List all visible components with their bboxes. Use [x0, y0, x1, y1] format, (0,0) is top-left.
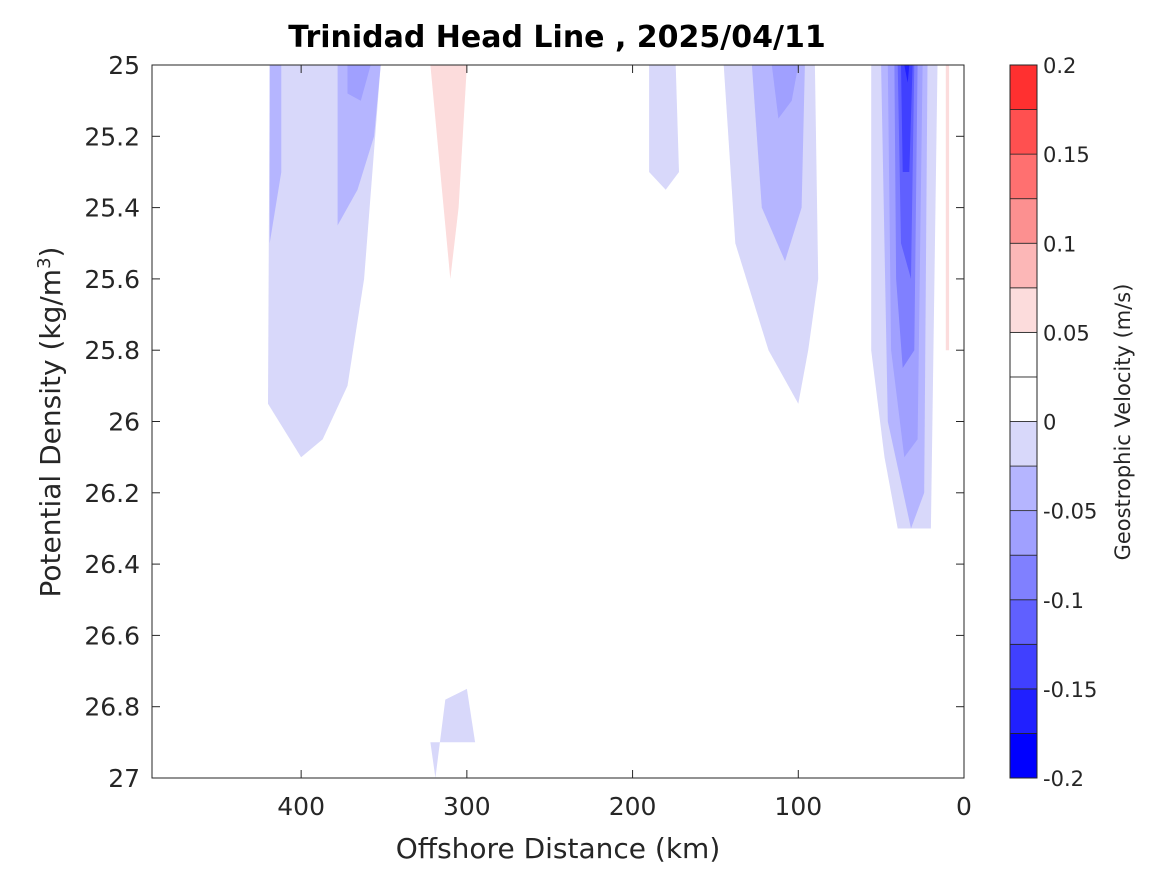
contour-region-14 — [904, 65, 910, 83]
y-axis-label-sup: 3 — [34, 257, 55, 268]
colorbar-band — [1009, 688, 1038, 734]
colorbar-band — [1009, 242, 1038, 289]
colorbar-tick-label: -0.2 — [1043, 767, 1084, 791]
y-tick-label: 25.8 — [84, 336, 140, 365]
colorbar-band — [1009, 643, 1038, 690]
y-tick-label: 27 — [108, 764, 140, 793]
colorbar-tick-label: -0.1 — [1043, 589, 1084, 613]
y-tick-label: 26.6 — [84, 621, 140, 650]
contour-region-16 — [430, 65, 467, 279]
colorbar-frame — [1009, 64, 1038, 779]
colorbar-band — [1009, 153, 1038, 200]
colorbar: 0.2 0.15 0.1 0.05 0 -0.05 -0.1 -0.15 -0.2 — [1009, 54, 1097, 791]
colorbar-band — [1009, 554, 1038, 601]
chart-title: Trinidad Head Line , 2025/04/11 — [288, 20, 825, 55]
colorbar-band — [1009, 733, 1038, 779]
x-tick-label: 100 — [774, 792, 822, 821]
x-tick-label: 0 — [956, 792, 972, 821]
y-tick-label: 26.4 — [84, 550, 140, 579]
colorbar-band — [1009, 198, 1038, 244]
colorbar-tick-label: 0 — [1043, 411, 1056, 435]
colorbar-band — [1009, 109, 1038, 155]
contour-region-19 — [269, 663, 376, 778]
colorbar-band — [1009, 465, 1038, 512]
contour-region-18 — [945, 65, 950, 351]
y-tick-label: 26.2 — [84, 479, 140, 508]
contour-region-20 — [430, 688, 476, 778]
colorbar-band — [1009, 599, 1038, 645]
colorbar-band — [1009, 287, 1038, 333]
axis-ticks: 400 300 200 100 0 25 25.2 25.4 25.6 25.8 26 26.2 26.… — [84, 51, 972, 821]
y-axis-label-main: Potential Density (kg/m — [34, 269, 67, 598]
colorbar-tick-label: 0.1 — [1043, 232, 1076, 256]
colorbar-tick-label: 0.15 — [1043, 143, 1090, 167]
contour-region-13 — [901, 65, 913, 172]
contour-region-4 — [649, 65, 679, 190]
y-axis-label-end: ) — [34, 247, 67, 258]
x-tick-label: 200 — [609, 792, 657, 821]
y-tick-label: 25.4 — [84, 194, 140, 223]
colorbar-band — [1009, 421, 1038, 467]
x-axis-label: Offshore Distance (km) — [396, 832, 721, 865]
y-tick-label: 25.2 — [84, 122, 140, 151]
x-tick-label: 300 — [443, 792, 491, 821]
colorbar-band — [1009, 64, 1038, 110]
contour-region-3 — [347, 65, 371, 101]
contour-region-21 — [881, 656, 923, 743]
colorbar-band — [1009, 331, 1038, 378]
contour-region-22 — [927, 617, 935, 647]
y-tick-label: 25.6 — [84, 265, 140, 294]
y-tick-label: 26 — [108, 408, 140, 437]
y-tick-label: 26.8 — [84, 693, 140, 722]
contour-region-7 — [771, 65, 799, 119]
colorbar-tick-label: 0.2 — [1043, 54, 1076, 78]
colorbar-tick-label: -0.15 — [1043, 678, 1097, 702]
colorbar-tick-label: -0.05 — [1043, 500, 1097, 524]
colorbar-label: Geostrophic Velocity (m/s) — [1111, 284, 1135, 561]
contour-regions — [268, 65, 951, 778]
contour-region-1 — [337, 65, 381, 226]
y-axis-label: Potential Density (kg/m3) — [34, 247, 67, 598]
colorbar-band — [1009, 510, 1038, 556]
colorbar-band — [1009, 376, 1038, 422]
x-tick-label: 400 — [277, 792, 325, 821]
y-tick-label: 25 — [108, 51, 140, 80]
contour-region-2 — [269, 65, 282, 244]
colorbar-tick-label: 0.05 — [1043, 321, 1090, 345]
contour-region-6 — [751, 65, 805, 262]
